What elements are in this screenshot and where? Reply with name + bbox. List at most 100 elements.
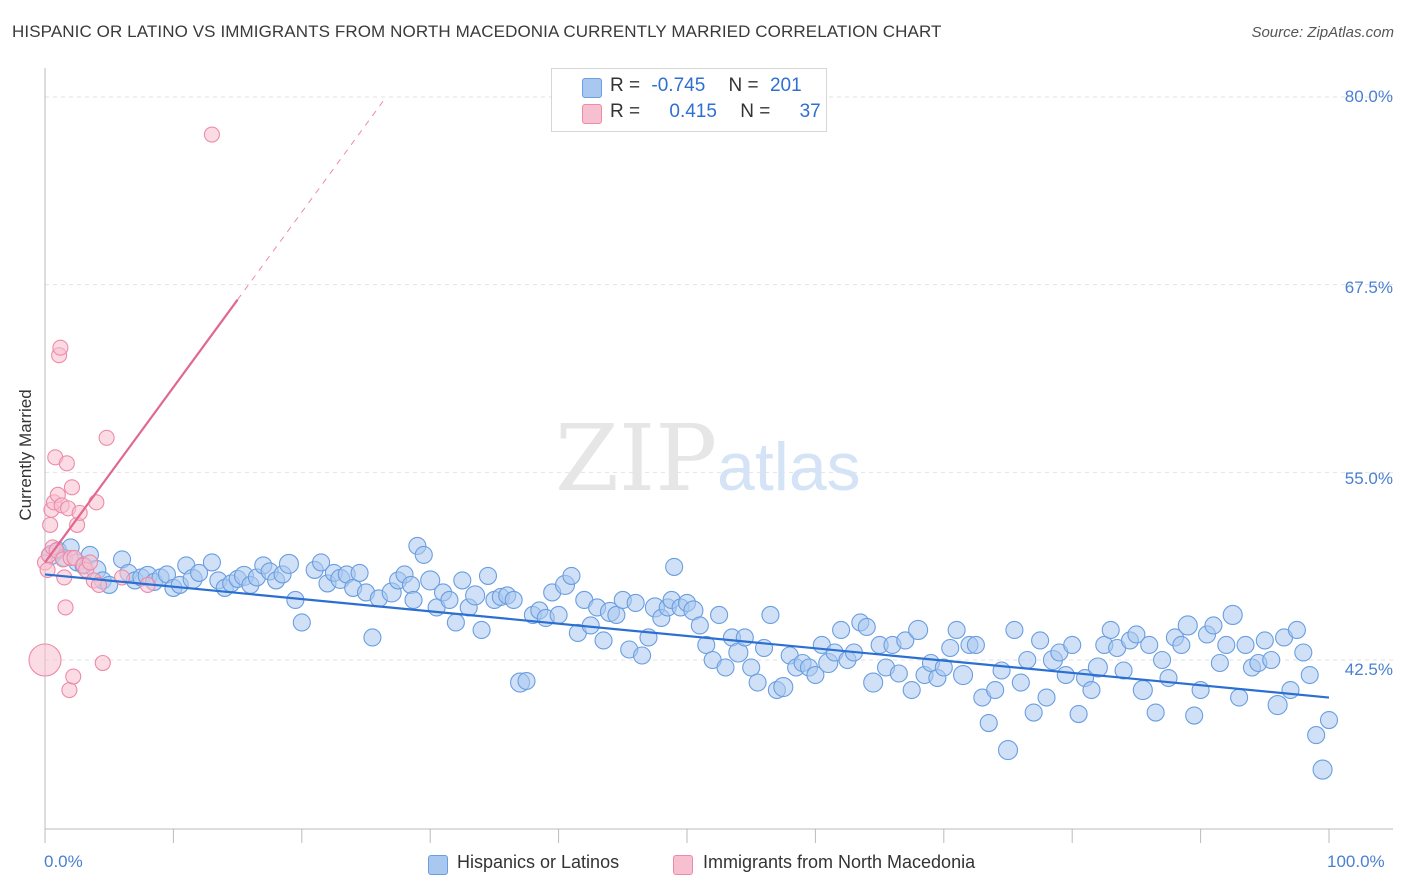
- data-point-hispanic: [414, 545, 433, 564]
- r-label: R =: [610, 101, 641, 122]
- data-point-hispanic: [594, 631, 613, 650]
- data-point-hispanic: [1217, 635, 1236, 655]
- trendline-macedonia: [44, 299, 239, 564]
- data-point-hispanic: [446, 613, 465, 632]
- n-value: 37: [799, 101, 821, 122]
- data-point-hispanic: [1210, 653, 1229, 673]
- data-point-hispanic: [1024, 703, 1043, 722]
- data-point-hispanic: [1056, 665, 1075, 685]
- data-point-hispanic: [453, 571, 472, 590]
- x-tick-label: 100.0%: [1327, 852, 1385, 871]
- data-point-hispanic: [626, 593, 645, 612]
- data-point-hispanic: [1255, 631, 1274, 650]
- data-point-hispanic: [908, 619, 929, 641]
- data-point-hispanic: [363, 628, 382, 647]
- pink-swatch-icon: [582, 104, 602, 124]
- data-point-macedonia: [61, 681, 78, 699]
- data-point-hispanic: [517, 671, 536, 691]
- trendline-hispanic: [44, 573, 1330, 699]
- data-point-hispanic: [278, 553, 300, 574]
- data-point-hispanic: [440, 590, 459, 609]
- data-point-macedonia: [28, 643, 62, 677]
- data-point-hispanic: [1204, 616, 1223, 635]
- data-point-hispanic: [1262, 650, 1281, 670]
- data-point-hispanic: [1312, 759, 1333, 780]
- y-tick-label: 55.0%: [1344, 469, 1393, 488]
- data-point-hispanic: [562, 566, 581, 585]
- data-point-hispanic: [401, 575, 420, 594]
- data-point-macedonia: [90, 576, 107, 593]
- data-point-hispanic: [889, 664, 908, 683]
- data-point-hispanic: [761, 605, 780, 625]
- data-point-hispanic: [1307, 726, 1326, 745]
- data-point-hispanic: [472, 620, 491, 640]
- data-point-hispanic: [690, 616, 709, 635]
- y-axis-label: Currently Married: [16, 389, 35, 521]
- r-value: 0.415: [669, 101, 717, 122]
- data-point-hispanic: [404, 590, 423, 609]
- correlation-legend: R = -0.745 N = 201 R = 0.415 N = 37: [551, 68, 827, 132]
- data-point-hispanic: [1101, 620, 1120, 640]
- data-point-hispanic: [665, 557, 684, 576]
- data-point-hispanic: [1069, 704, 1088, 724]
- data-point-hispanic: [1082, 680, 1101, 700]
- y-tick-label: 42.5%: [1344, 660, 1393, 679]
- data-point-hispanic: [832, 620, 851, 640]
- y-tick-label: 67.5%: [1344, 278, 1393, 297]
- data-point-hispanic: [1031, 631, 1050, 650]
- data-point-hispanic: [1177, 615, 1198, 636]
- data-point-hispanic: [863, 672, 884, 693]
- blue-legend-swatch-icon: [428, 855, 448, 875]
- data-point-hispanic: [1281, 680, 1300, 700]
- n-label: N =: [740, 101, 771, 122]
- data-point-macedonia: [94, 654, 111, 672]
- data-point-hispanic: [420, 570, 441, 591]
- data-point-hispanic: [465, 585, 486, 606]
- data-point-macedonia: [88, 494, 105, 511]
- data-point-hispanic: [312, 553, 331, 572]
- data-point-hispanic: [947, 620, 966, 640]
- data-point-macedonia: [52, 339, 69, 356]
- data-point-hispanic: [966, 635, 985, 655]
- data-point-hispanic: [1037, 688, 1056, 707]
- blue-swatch-icon: [582, 78, 602, 98]
- data-point-hispanic: [1146, 703, 1165, 722]
- data-point-hispanic: [1132, 679, 1153, 701]
- n-label: N =: [728, 75, 759, 96]
- data-point-macedonia: [58, 455, 75, 472]
- r-value: -0.745: [651, 75, 706, 96]
- data-point-hispanic: [190, 563, 209, 582]
- data-point-macedonia: [65, 668, 82, 685]
- data-point-hispanic: [1114, 661, 1133, 680]
- data-point-hispanic: [1011, 673, 1030, 692]
- legend-row-macedonia: R = 0.415 N = 37: [610, 101, 821, 125]
- data-point-hispanic: [504, 590, 523, 609]
- watermark-atlas: atlas: [717, 429, 861, 505]
- data-point-hispanic: [1319, 711, 1339, 730]
- data-point-macedonia: [63, 479, 81, 496]
- data-point-hispanic: [1267, 694, 1288, 716]
- pink-legend-swatch-icon: [673, 855, 693, 875]
- data-point-hispanic: [549, 605, 568, 625]
- y-tick-label: 80.0%: [1344, 87, 1393, 106]
- source-label: Source: ZipAtlas.com: [1251, 24, 1394, 41]
- data-point-hispanic: [697, 635, 716, 655]
- data-point-hispanic: [1185, 706, 1204, 725]
- data-point-hispanic: [742, 658, 761, 677]
- data-point-hispanic: [1230, 688, 1249, 707]
- data-point-hispanic: [1018, 650, 1037, 670]
- legend-macedonia: Immigrants from North Macedonia: [703, 852, 976, 872]
- legend-hispanics: Hispanics or Latinos: [457, 852, 620, 872]
- data-point-hispanic: [1300, 665, 1319, 685]
- data-point-hispanic: [748, 673, 767, 692]
- watermark-zip: ZIP: [555, 405, 717, 512]
- data-point-hispanic: [1236, 635, 1255, 655]
- data-point-hispanic: [1172, 635, 1191, 655]
- data-point-hispanic: [1087, 657, 1108, 678]
- data-point-hispanic: [1294, 643, 1313, 662]
- data-point-hispanic: [633, 646, 652, 665]
- data-point-macedonia: [42, 516, 59, 533]
- data-point-hispanic: [1287, 620, 1306, 640]
- data-point-hispanic: [607, 605, 626, 625]
- data-point-hispanic: [806, 665, 825, 685]
